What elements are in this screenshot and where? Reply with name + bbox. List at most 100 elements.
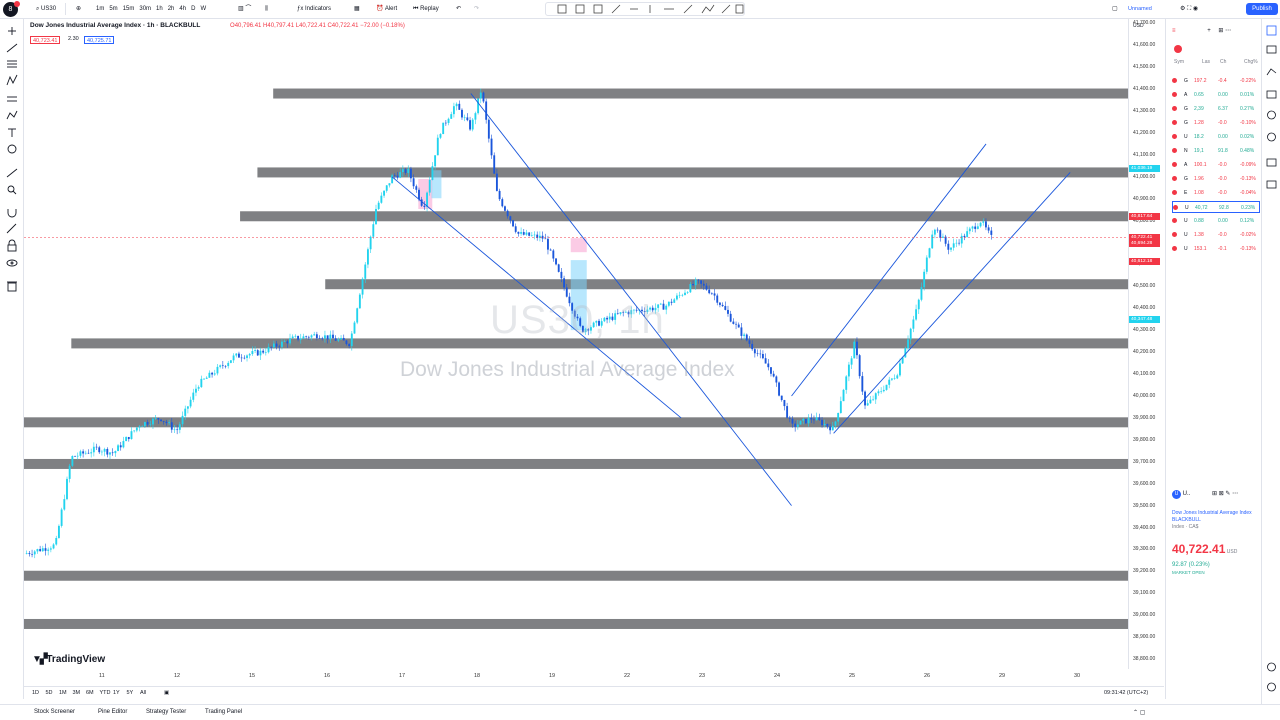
candle-body [718, 302, 721, 305]
col-symbol[interactable]: Sym [1174, 59, 1184, 65]
zone-band [325, 279, 1128, 290]
watchlist-row[interactable]: U 153.1 -0.1 -0.13% [1172, 243, 1260, 255]
price-chart[interactable] [24, 19, 1128, 670]
watchlist-row[interactable]: G 1.96 -0.0 -0.13% [1172, 173, 1260, 185]
symbol-search[interactable]: ⌕ US30 [26, 3, 66, 15]
price-axis[interactable]: USD 41,700.00 41,600.00 41,500.00 41,400.00… [1128, 19, 1164, 669]
candle-body [796, 424, 799, 427]
range-all[interactable]: All [140, 690, 147, 696]
col-change[interactable]: Ch [1220, 59, 1227, 65]
candle-body [138, 426, 141, 428]
candle-body [267, 346, 270, 353]
flag-icon[interactable] [1174, 45, 1182, 53]
tab-trading-panel[interactable]: Trading Panel [205, 709, 243, 715]
alert-button[interactable]: ⏰ Alert [376, 3, 397, 15]
detail-tools-icon[interactable]: ⊞ ⊠ ✎ ⋯ [1212, 491, 1239, 497]
watchlist-row[interactable]: A 0.65 0.00 0.01% [1172, 89, 1260, 101]
candle-body [63, 499, 66, 510]
price-tick: 40,900.00 [1133, 195, 1156, 202]
range-ytd[interactable]: YTD [99, 690, 111, 696]
interval-2h[interactable]: 2h [167, 6, 175, 12]
candle-body [262, 350, 265, 353]
watchlist-row[interactable]: U 1.38 -0.0 -0.02% [1172, 229, 1260, 241]
candle-body [334, 338, 337, 341]
tab-stock-screener[interactable]: Stock Screener [34, 709, 76, 715]
detail-ticker[interactable]: U.. [1182, 491, 1191, 497]
candle-body [944, 236, 947, 244]
candle-body [44, 548, 47, 551]
symbol-title[interactable]: Dow Jones Industrial Average Index · 1h … [30, 22, 201, 29]
publish-button[interactable]: Publish [1246, 3, 1278, 15]
range-1d[interactable]: 1D [32, 690, 40, 696]
candle-body [146, 422, 149, 425]
chart-type-icon[interactable]: ▥ ⌒ [238, 6, 252, 12]
indicators-button[interactable]: ƒx Indicators [297, 3, 331, 15]
layout-icon[interactable]: ▢ [1112, 6, 1118, 12]
price-label[interactable]: 40,347.48 [1129, 316, 1160, 324]
watchlist-sym: N [1184, 148, 1188, 154]
candle-body [165, 421, 168, 424]
candle-body [619, 312, 622, 314]
watchlist-last: 1.08 [1194, 190, 1204, 196]
candle-body [872, 399, 875, 401]
watchlist-row[interactable]: G 1.28 -0.0 -0.10% [1172, 117, 1260, 129]
watchlist-row[interactable]: U 18.2 0.00 0.02% [1172, 131, 1260, 143]
watchlist-row[interactable]: E 1.08 -0.0 -0.04% [1172, 187, 1260, 199]
sell-price[interactable]: 40,723.41 [30, 36, 61, 44]
range-1y[interactable]: 1Y [113, 690, 120, 696]
layout-name[interactable]: Unnamed [1128, 6, 1152, 12]
range-5d[interactable]: 5D [45, 690, 53, 696]
col-change-pct[interactable]: Chg% [1244, 59, 1258, 65]
calendar-icon[interactable]: ▣ [164, 690, 170, 696]
candle-body [366, 249, 369, 265]
range-5y[interactable]: 5Y [126, 690, 134, 696]
clock[interactable]: 09:31:42 (UTC+2) [1104, 690, 1149, 696]
tab-pine-editor[interactable]: Pine Editor [98, 709, 128, 715]
watchlist-row[interactable]: U 0.88 0.00 0.12% [1172, 215, 1260, 227]
price-label[interactable]: 40,612.18 [1129, 258, 1160, 266]
interval-5m[interactable]: 5m [109, 6, 118, 12]
price-label[interactable]: 41,036.19 [1129, 165, 1160, 173]
list-icon[interactable]: ⊞ ⋯ [1218, 28, 1232, 34]
add-symbol-icon[interactable]: ⊕ [76, 6, 82, 12]
settings-icon[interactable]: ⚙ ⛶ ◉ [1180, 6, 1199, 12]
crosshair-icon [8, 27, 16, 35]
undo-icon[interactable]: ↶ [456, 6, 462, 12]
interval-D[interactable]: D [191, 6, 196, 12]
watchlist-row[interactable]: N 19,1 91.8 0.48% [1172, 145, 1260, 157]
candle-body [90, 452, 93, 454]
replay-button[interactable]: ⏮ Replay [413, 3, 439, 15]
templates-icon[interactable]: ▦ [354, 6, 360, 12]
chart-style-icon[interactable]: ⫼ [265, 6, 268, 12]
watchlist-flag-icon[interactable]: ≡ [1172, 28, 1176, 34]
data-window-icon [1266, 90, 1277, 99]
price-label[interactable]: 40,694.28 [1129, 240, 1160, 248]
watchlist-row[interactable]: G 2,39 6.37 0.27% [1172, 103, 1260, 115]
collapse-icon[interactable]: ⌃ ▢ [1133, 710, 1146, 716]
interval-1h[interactable]: 1h [156, 6, 163, 12]
interval-W[interactable]: W [200, 6, 207, 12]
price-label[interactable]: 40,817.64 [1129, 213, 1160, 221]
col-last[interactable]: Las [1202, 59, 1211, 65]
price-label[interactable]: 40,722.41 [1129, 234, 1160, 242]
interval-1m[interactable]: 1m [96, 6, 105, 12]
range-6m[interactable]: 6M [86, 690, 94, 696]
interval-15m[interactable]: 15m [122, 6, 135, 12]
detail-exchange[interactable]: BLACKBULL [1172, 517, 1201, 523]
currency-label[interactable]: USD [1133, 23, 1144, 29]
watchlist-pct: -0.13% [1240, 246, 1256, 252]
interval-4h[interactable]: 4h [179, 6, 187, 12]
time-axis[interactable]: 11 12 15 16 17 18 19 22 23 24 25 26 29 30 [24, 670, 1128, 684]
watchlist-row[interactable]: A 100.1 -0.0 -0.09% [1172, 159, 1260, 171]
candle-body [590, 327, 592, 331]
tab-strategy-tester[interactable]: Strategy Tester [146, 709, 187, 715]
add-symbol-icon[interactable]: + [1207, 28, 1211, 34]
watchlist-row[interactable]: G 197.2 -0.4 -0.22% [1172, 75, 1260, 87]
redo-icon[interactable]: ↷ [474, 6, 480, 12]
range-3m[interactable]: 3M [72, 690, 81, 696]
buy-price[interactable]: 40,725.71 [84, 36, 115, 44]
watchlist-row[interactable]: U 40,72 92.8 0.23% [1172, 201, 1260, 213]
detail-name[interactable]: Dow Jones Industrial Average Index [1172, 510, 1252, 516]
range-1m[interactable]: 1M [59, 690, 67, 696]
interval-30m[interactable]: 30m [139, 6, 152, 12]
